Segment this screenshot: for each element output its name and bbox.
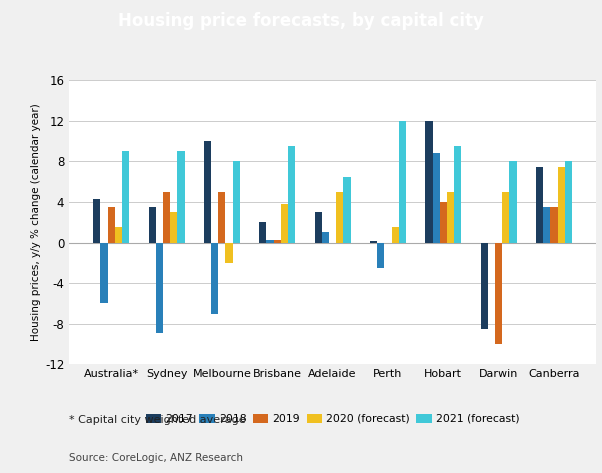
Bar [274, 239, 281, 243]
Bar [108, 207, 115, 243]
Bar [156, 243, 163, 333]
Bar [509, 161, 517, 243]
Bar [267, 239, 274, 243]
Bar [536, 166, 543, 243]
Bar [170, 212, 178, 243]
Bar [565, 161, 572, 243]
Bar [93, 199, 101, 243]
Bar [370, 241, 377, 243]
Bar [163, 192, 170, 243]
Text: Source: CoreLogic, ANZ Research: Source: CoreLogic, ANZ Research [69, 453, 243, 463]
Bar [343, 177, 350, 243]
Bar [502, 192, 509, 243]
Text: * Capital city weighted average: * Capital city weighted average [69, 415, 246, 425]
Bar [454, 146, 461, 243]
Bar [101, 243, 108, 303]
Bar [543, 207, 550, 243]
Bar [226, 243, 233, 263]
Text: Housing price forecasts, by capital city: Housing price forecasts, by capital city [118, 12, 484, 30]
Bar [480, 243, 488, 329]
Bar [550, 207, 557, 243]
Bar [447, 192, 454, 243]
Bar [377, 243, 384, 268]
Bar [115, 228, 122, 243]
Bar [391, 228, 399, 243]
Bar [211, 243, 219, 314]
Bar [219, 192, 226, 243]
Bar [281, 204, 288, 243]
Bar [426, 121, 432, 243]
Bar [204, 141, 211, 243]
Legend: 2017, 2018, 2019, 2020 (forecast), 2021 (forecast): 2017, 2018, 2019, 2020 (forecast), 2021 … [146, 413, 520, 424]
Bar [557, 166, 565, 243]
Bar [336, 192, 343, 243]
Bar [149, 207, 156, 243]
Bar [439, 202, 447, 243]
Bar [122, 151, 129, 243]
Bar [432, 153, 439, 243]
Bar [288, 146, 295, 243]
Y-axis label: Housing prices, y/y % change (calendar year): Housing prices, y/y % change (calendar y… [31, 104, 41, 341]
Bar [315, 212, 322, 243]
Bar [233, 161, 240, 243]
Bar [259, 222, 267, 243]
Bar [178, 151, 185, 243]
Bar [495, 243, 502, 344]
Bar [322, 232, 329, 243]
Bar [399, 121, 406, 243]
